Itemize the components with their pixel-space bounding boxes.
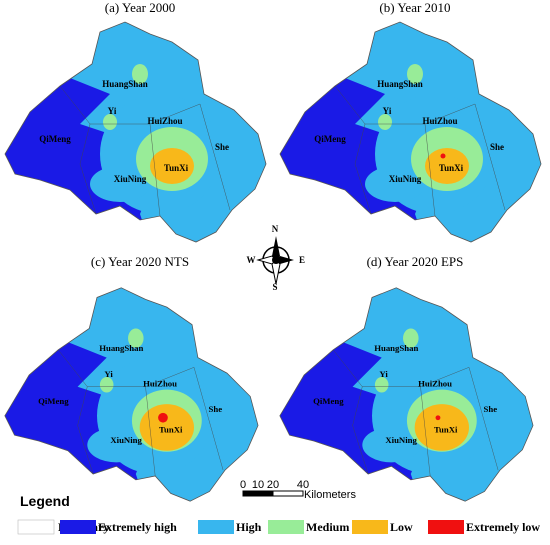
zone-high	[362, 427, 421, 463]
place-label: HuiZhou	[418, 379, 452, 389]
zone-extremely-low	[435, 415, 441, 421]
map-panel: HuangShan Yi HuiZhou QiMeng She XiuNing TunXi	[279, 21, 542, 243]
legend-swatch	[198, 520, 234, 534]
zone-low	[414, 404, 469, 451]
zone-high	[90, 166, 150, 202]
place-label: HuiZhou	[422, 116, 457, 126]
scale-tick-label: 40	[297, 479, 309, 491]
legend-title: Legend	[20, 493, 70, 509]
panel-title: (b) Year 2010	[379, 0, 450, 15]
zone-medium	[374, 377, 389, 393]
zone-low	[425, 148, 469, 184]
place-label: Yi	[383, 106, 392, 116]
county-boundary	[334, 85, 506, 217]
zone-medium	[378, 114, 392, 130]
legend-label: Medium	[306, 520, 349, 534]
county-boundary	[59, 85, 231, 217]
zone-medium	[99, 377, 114, 393]
county-boundary	[58, 349, 224, 476]
zone-low	[139, 404, 194, 451]
zone-medium	[103, 114, 117, 130]
map-fill	[280, 22, 541, 242]
zone-medium	[407, 64, 423, 84]
compass-rose	[256, 236, 294, 285]
legend-swatch	[428, 520, 464, 534]
place-label: HuangShan	[374, 343, 418, 353]
panel-title: (d) Year 2020 EPS	[367, 254, 464, 269]
place-label: Yi	[104, 369, 113, 379]
map-panel: HuangShan Yi HuiZhou QiMeng She XiuNing TunXi	[4, 287, 259, 502]
zone-low	[150, 148, 194, 184]
legend-swatch	[17, 519, 55, 535]
place-label: HuiZhou	[147, 116, 182, 126]
place-label: She	[209, 404, 223, 414]
panel-title: (c) Year 2020 NTS	[91, 254, 189, 269]
map-fill	[4, 287, 259, 502]
legend-label: Low	[390, 520, 413, 534]
place-label: She	[490, 142, 504, 152]
compass-east: E	[299, 255, 305, 265]
zone-medium	[403, 328, 419, 348]
legend-swatch	[60, 520, 96, 534]
zone-extremely-low	[158, 412, 168, 423]
place-label: Yi	[379, 369, 388, 379]
map-panel: HuangShan Yi HuiZhou QiMeng She XiuNing TunXi	[279, 287, 534, 502]
place-label: QiMeng	[39, 134, 71, 144]
legend-swatch	[352, 520, 388, 534]
place-label: TunXi	[159, 424, 183, 434]
scale-tick-label: 0	[240, 479, 246, 491]
scale-tick-label: 20	[267, 479, 279, 491]
place-label: Yi	[108, 106, 117, 116]
legend-label: High	[236, 520, 262, 534]
scale-bar	[242, 490, 304, 497]
boundary	[279, 21, 542, 243]
place-label: HuiZhou	[143, 379, 177, 389]
county-boundary	[333, 349, 499, 476]
map-fill	[5, 22, 266, 242]
zone-high	[365, 166, 425, 202]
place-label: HuangShan	[99, 343, 143, 353]
legend-swatch	[268, 520, 304, 534]
place-label: XiuNing	[114, 174, 147, 184]
place-label: HuangShan	[377, 79, 423, 89]
compass-north: N	[272, 224, 279, 234]
scale-unit: Kilometers	[304, 489, 356, 501]
map-panel: HuangShan Yi HuiZhou QiMeng She XiuNing TunXi	[4, 21, 267, 243]
place-label: TunXi	[164, 163, 189, 173]
legend-label: Extremely low	[466, 520, 540, 534]
compass-west: W	[247, 255, 256, 265]
zone-medium	[132, 64, 148, 84]
place-label: QiMeng	[38, 396, 69, 406]
place-label: She	[484, 404, 498, 414]
compass-south: S	[272, 282, 277, 292]
place-label: TunXi	[434, 424, 458, 434]
place-label: XiuNing	[385, 435, 417, 445]
place-label: QiMeng	[313, 396, 344, 406]
place-label: TunXi	[439, 163, 464, 173]
place-label: HuangShan	[102, 79, 148, 89]
panel-title: (a) Year 2000	[105, 0, 175, 15]
map-fill	[279, 287, 534, 502]
zone-medium	[128, 328, 144, 348]
place-label: She	[215, 142, 229, 152]
boundary	[4, 287, 259, 502]
legend-label: Extremely high	[98, 520, 177, 534]
scale-tick-label: 10	[252, 479, 264, 491]
zone-extremely-low	[440, 153, 446, 159]
place-label: XiuNing	[110, 435, 142, 445]
place-label: QiMeng	[314, 134, 346, 144]
zone-high	[87, 427, 146, 463]
boundary	[4, 21, 267, 243]
place-label: XiuNing	[389, 174, 422, 184]
boundary	[279, 287, 534, 502]
